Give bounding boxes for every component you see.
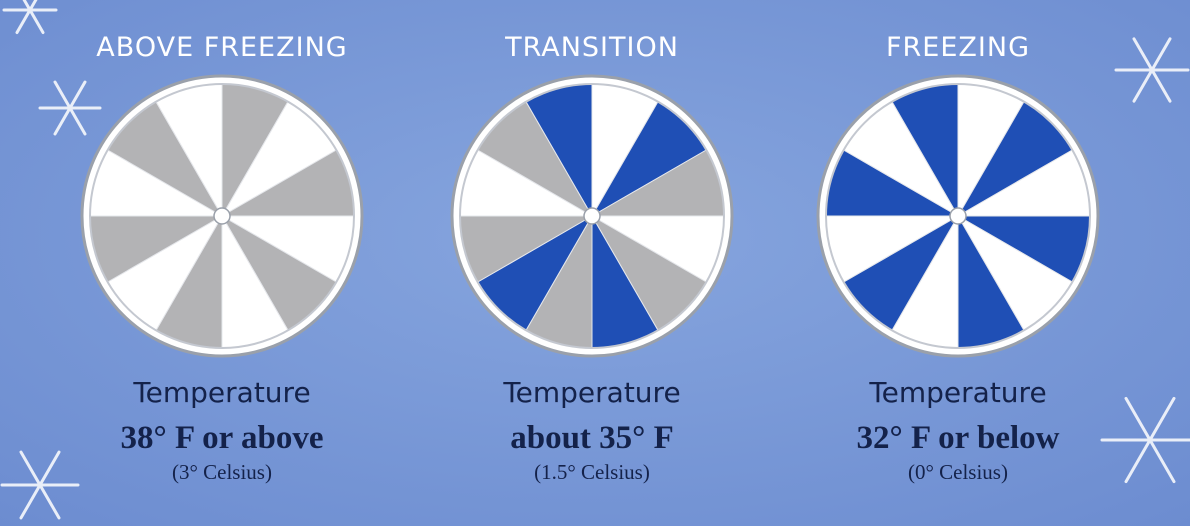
fahrenheit-value: about 35° F xyxy=(510,420,674,456)
wheel-edge xyxy=(825,83,1091,349)
snowflake-arm xyxy=(1124,396,1152,442)
celsius-value: (0° Celsius) xyxy=(908,460,1008,484)
celsius-value: (1.5° Celsius) xyxy=(534,460,650,484)
snowflake-arm xyxy=(28,0,38,12)
snowflake-arm xyxy=(53,106,72,136)
temperature-label: Temperature xyxy=(868,376,1046,409)
temperature-label: Temperature xyxy=(502,376,680,409)
panel-title: ABOVE FREEZING xyxy=(96,32,347,63)
snowflake-arm xyxy=(28,8,45,35)
snowflake-arm xyxy=(68,106,87,136)
panel-title: TRANSITION xyxy=(504,32,679,63)
panel-title: FREEZING xyxy=(886,32,1030,63)
snowflake-arm xyxy=(38,483,61,520)
temperature-label: Temperature xyxy=(132,376,310,409)
wheel-hub xyxy=(583,207,601,225)
snowflake-arm xyxy=(68,80,87,110)
fahrenheit-value: 38° F or above xyxy=(121,420,324,456)
snowflake-arm xyxy=(53,80,72,110)
snowflake-arm xyxy=(19,483,42,520)
snowflake-arm xyxy=(1148,438,1176,484)
celsius-value: (3° Celsius) xyxy=(172,460,272,484)
wheels xyxy=(80,74,1100,358)
snowflake-arm xyxy=(15,8,32,35)
texts: ABOVE FREEZING Temperature 38° F or above (… xyxy=(96,32,1059,484)
snowflake-arm xyxy=(1148,396,1176,442)
snowflake-arm xyxy=(1150,37,1172,72)
snowflake-arm xyxy=(1132,68,1154,103)
snowflake-arm xyxy=(19,450,42,487)
snowflake-arm xyxy=(1150,68,1172,103)
wheel-hub xyxy=(213,207,231,225)
wheel-hub xyxy=(949,207,967,225)
wheel-edge xyxy=(89,83,355,349)
snowflake-arm xyxy=(1124,438,1152,484)
snowflake-arm xyxy=(38,450,61,487)
wheel-edge xyxy=(459,83,725,349)
snowflake-arm xyxy=(1132,37,1154,72)
fahrenheit-value: 32° F or below xyxy=(857,420,1060,456)
snowflake-arm xyxy=(22,0,32,12)
